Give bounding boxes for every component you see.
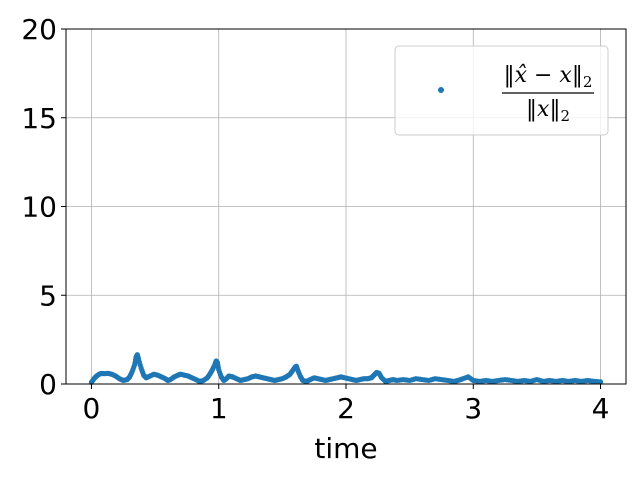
x-tick-label: 3 <box>464 392 482 425</box>
data-points <box>88 352 604 385</box>
y-ticks: 0 5 10 15 20 <box>21 13 66 401</box>
x-axis-label: time <box>314 432 377 465</box>
x-tick-label: 4 <box>592 392 610 425</box>
x-tick-label: 1 <box>210 392 228 425</box>
legend-box <box>394 45 609 136</box>
x-tick-label: 2 <box>337 392 355 425</box>
legend-marker <box>438 87 444 93</box>
x-tick-label: 0 <box>83 392 101 425</box>
y-tick-label: 0 <box>39 368 57 401</box>
legend-entry-label: ‖x̂ − x‖2 ‖x‖2 <box>502 63 594 125</box>
y-tick-label: 5 <box>39 279 57 312</box>
y-tick-label: 20 <box>21 13 57 46</box>
y-tick-label: 15 <box>21 102 57 135</box>
x-ticks: 0 1 2 3 4 <box>83 384 610 425</box>
y-tick-label: 10 <box>21 191 57 224</box>
legend: ‖x̂ − x‖2 ‖x‖2 <box>394 45 609 136</box>
data-point <box>597 379 604 385</box>
legend-formula-numerator: ‖x̂ − x‖2 <box>504 63 593 91</box>
legend-formula-denominator: ‖x‖2 <box>526 97 570 125</box>
